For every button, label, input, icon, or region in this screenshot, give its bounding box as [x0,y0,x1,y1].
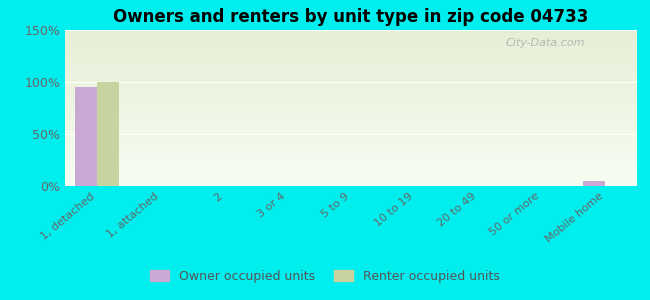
Title: Owners and renters by unit type in zip code 04733: Owners and renters by unit type in zip c… [113,8,589,26]
Bar [75,87,97,186]
Bar [583,181,605,186]
Legend: Owner occupied units, Renter occupied units: Owner occupied units, Renter occupied un… [146,265,504,288]
Bar [97,82,119,186]
Text: City-Data.com: City-Data.com [506,38,585,48]
